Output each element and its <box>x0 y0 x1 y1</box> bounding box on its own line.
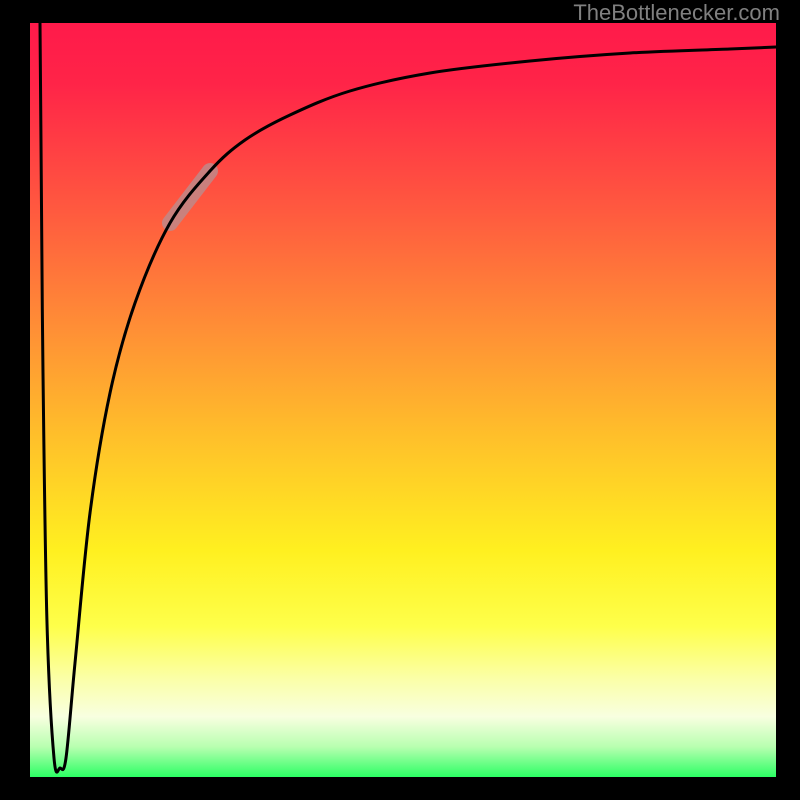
watermark-text: TheBottlenecker.com <box>573 0 780 26</box>
bottleneck-curve <box>40 23 776 772</box>
chart-svg <box>30 23 776 777</box>
chart-plot-area <box>30 23 776 777</box>
